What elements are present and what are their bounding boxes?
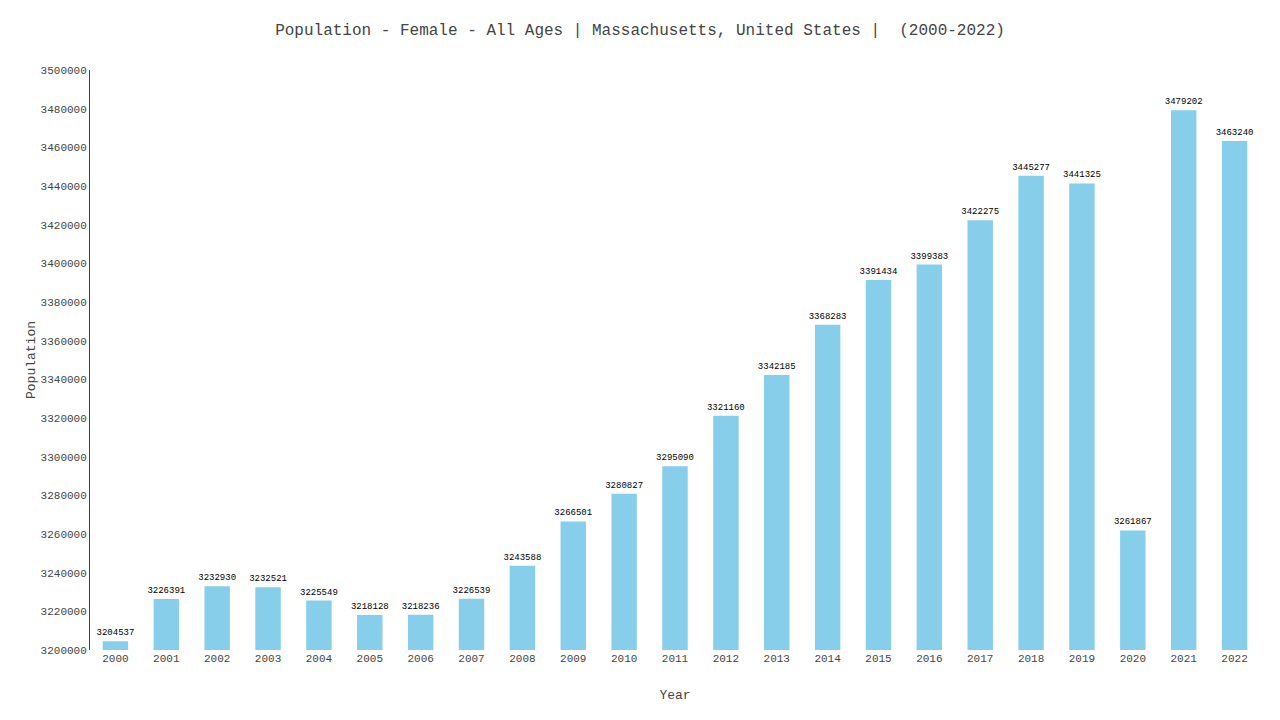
- svg-text:3420000: 3420000: [41, 220, 87, 232]
- svg-text:2017: 2017: [967, 653, 993, 665]
- svg-text:3226539: 3226539: [453, 586, 491, 596]
- svg-text:3300000: 3300000: [41, 452, 87, 464]
- svg-text:2013: 2013: [764, 653, 790, 665]
- svg-text:3368283: 3368283: [809, 312, 847, 322]
- svg-text:3240000: 3240000: [41, 568, 87, 580]
- svg-text:2004: 2004: [306, 653, 333, 665]
- svg-text:2014: 2014: [814, 653, 841, 665]
- svg-text:3463240: 3463240: [1216, 128, 1254, 138]
- svg-text:3360000: 3360000: [41, 336, 87, 348]
- svg-text:3500000: 3500000: [41, 65, 87, 77]
- svg-text:3243588: 3243588: [503, 553, 541, 563]
- svg-text:3261867: 3261867: [1114, 517, 1152, 527]
- svg-text:3445277: 3445277: [1012, 163, 1050, 173]
- svg-text:3340000: 3340000: [41, 374, 87, 386]
- svg-text:2022: 2022: [1221, 653, 1247, 665]
- svg-text:2010: 2010: [611, 653, 637, 665]
- svg-text:3200000: 3200000: [41, 645, 87, 657]
- svg-text:2009: 2009: [560, 653, 586, 665]
- svg-text:2000: 2000: [102, 653, 128, 665]
- svg-text:3295090: 3295090: [656, 453, 694, 463]
- svg-text:2021: 2021: [1170, 653, 1197, 665]
- svg-text:Population: Population: [24, 321, 39, 399]
- svg-text:3441325: 3441325: [1063, 170, 1101, 180]
- svg-text:2019: 2019: [1069, 653, 1095, 665]
- svg-text:3266501: 3266501: [554, 508, 592, 518]
- svg-text:2012: 2012: [713, 653, 739, 665]
- svg-text:3399383: 3399383: [910, 252, 948, 262]
- svg-text:3218128: 3218128: [351, 602, 389, 612]
- svg-text:3225549: 3225549: [300, 588, 338, 598]
- svg-text:3218236: 3218236: [402, 602, 440, 612]
- svg-text:Year: Year: [659, 688, 690, 703]
- svg-text:3220000: 3220000: [41, 606, 87, 618]
- svg-text:3232521: 3232521: [249, 574, 287, 584]
- svg-text:2003: 2003: [255, 653, 281, 665]
- svg-text:3204537: 3204537: [97, 628, 135, 638]
- svg-text:3380000: 3380000: [41, 297, 87, 309]
- svg-text:2001: 2001: [153, 653, 180, 665]
- svg-text:3232930: 3232930: [198, 573, 236, 583]
- svg-text:2016: 2016: [916, 653, 942, 665]
- svg-text:2020: 2020: [1120, 653, 1146, 665]
- svg-text:2006: 2006: [407, 653, 433, 665]
- svg-text:2011: 2011: [662, 653, 689, 665]
- svg-text:3480000: 3480000: [41, 104, 87, 116]
- svg-text:3280000: 3280000: [41, 490, 87, 502]
- svg-text:2005: 2005: [357, 653, 383, 665]
- svg-text:3422275: 3422275: [961, 207, 999, 217]
- svg-text:2018: 2018: [1018, 653, 1044, 665]
- svg-text:3440000: 3440000: [41, 181, 87, 193]
- svg-text:2015: 2015: [865, 653, 891, 665]
- svg-text:Population - Female - All Ages: Population - Female - All Ages | Massach…: [275, 22, 1005, 40]
- svg-text:3280827: 3280827: [605, 481, 643, 491]
- svg-text:3321160: 3321160: [707, 403, 745, 413]
- svg-text:3460000: 3460000: [41, 142, 87, 154]
- svg-text:3391434: 3391434: [860, 267, 898, 277]
- svg-text:3320000: 3320000: [41, 413, 87, 425]
- svg-text:3260000: 3260000: [41, 529, 87, 541]
- svg-text:3226391: 3226391: [147, 586, 185, 596]
- svg-text:2002: 2002: [204, 653, 230, 665]
- svg-text:3479202: 3479202: [1165, 97, 1203, 107]
- svg-text:3342185: 3342185: [758, 362, 796, 372]
- svg-text:2008: 2008: [509, 653, 535, 665]
- svg-text:2007: 2007: [458, 653, 484, 665]
- svg-text:3400000: 3400000: [41, 258, 87, 270]
